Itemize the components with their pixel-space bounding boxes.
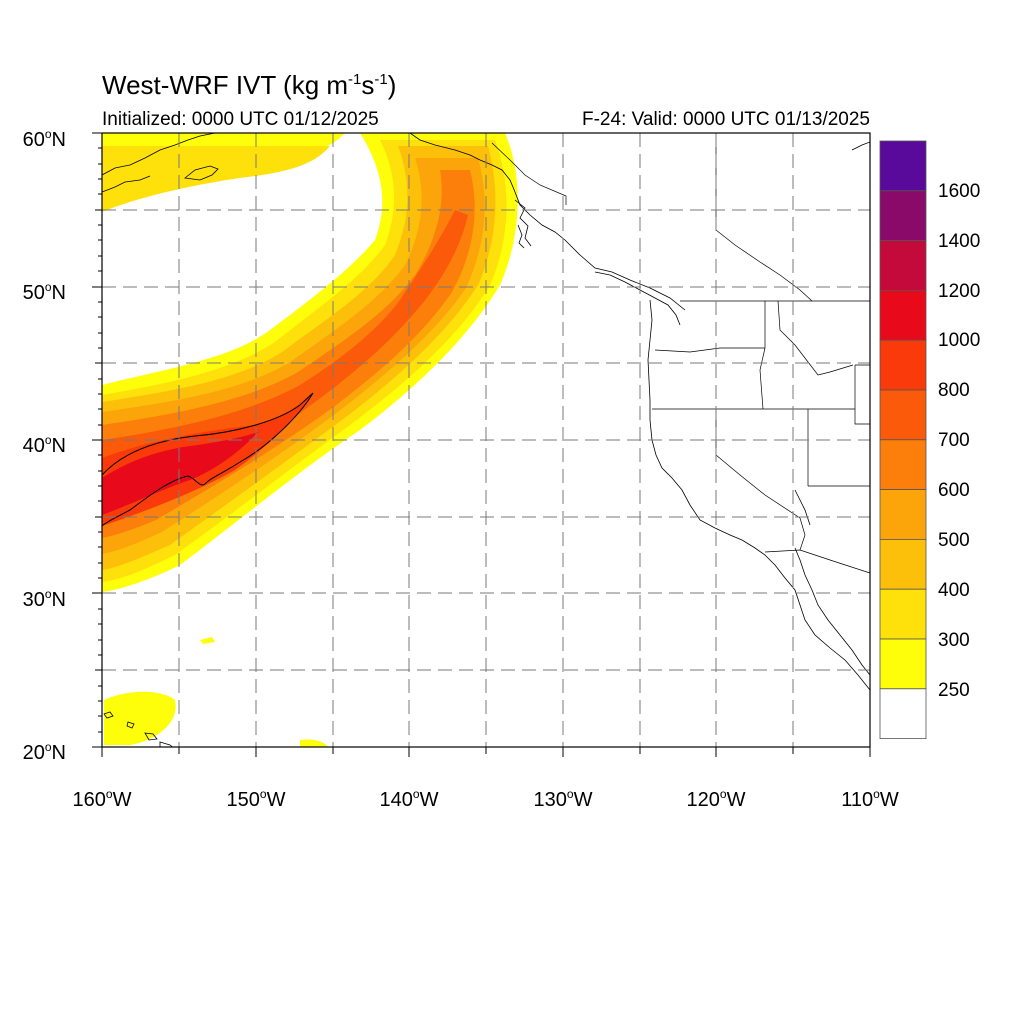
- border-canada-alaska: [491, 142, 567, 205]
- coast-alaska-southwest: [102, 133, 216, 176]
- initialized-time: Initialized: 0000 UTC 01/12/2025: [102, 109, 379, 130]
- lon-label-150: 150oW: [226, 787, 286, 811]
- border-or-idaho: [759, 347, 766, 410]
- colorbar-box: [879, 389, 927, 441]
- map-title: West-WRF IVT (kg m-1s-1): [102, 70, 397, 100]
- border-az-ca: [799, 517, 806, 551]
- valid-time: F-24: Valid: 0000 UTC 01/13/2025: [582, 109, 870, 130]
- colorbar: [879, 140, 927, 739]
- political-boundaries: [491, 133, 870, 574]
- colorbar-label: 400: [938, 580, 970, 601]
- colorbar-label: 300: [938, 630, 970, 651]
- ivt-band-1000: [102, 432, 258, 515]
- lat-label-30: 30oN: [22, 587, 66, 611]
- colorbar-label: 1200: [938, 281, 981, 302]
- colorbar-box: [879, 539, 927, 590]
- coast-hawaii-big: [159, 741, 174, 747]
- lon-label-160: 160oW: [72, 787, 132, 811]
- coast-baja-gulf: [794, 547, 870, 676]
- coast-southeast-alaska: [409, 133, 566, 241]
- colorbar-box: [879, 339, 927, 391]
- colorbar-box: [879, 688, 927, 739]
- ivt-shading: [102, 133, 518, 747]
- colorbar-label: 600: [938, 480, 970, 501]
- lat-label-60: 60oN: [22, 127, 66, 151]
- colorbar-box: [879, 489, 927, 540]
- lat-label-20: 20oN: [22, 740, 66, 764]
- lon-label-140: 140oW: [379, 787, 439, 811]
- coast-north-america-mainland: [794, 489, 811, 526]
- colorbar-label: 500: [938, 530, 970, 551]
- border-bc-alberta: [715, 133, 813, 302]
- ivt-band-250-south-patch2: [300, 739, 328, 747]
- border-wy: [854, 364, 870, 425]
- ivt-1000-contour: [102, 392, 314, 527]
- ivt-band-250-south-patch1: [104, 691, 176, 745]
- colorbar-box: [879, 588, 927, 640]
- coast-haida-gwaii: [517, 224, 525, 249]
- lat-label-40: 40oN: [22, 433, 66, 457]
- ivt-band-300-north: [102, 146, 330, 212]
- colorbar-box: [879, 140, 927, 192]
- colorbar-label: 1000: [938, 330, 981, 351]
- coast-hawaii-2: [126, 721, 135, 729]
- colorbar-label: 800: [938, 380, 970, 401]
- coast-hawaii-1: [103, 711, 114, 719]
- colorbar-box: [879, 190, 927, 242]
- lon-label-110: 110oW: [841, 787, 899, 811]
- coast-alaska-west: [102, 175, 151, 193]
- colorbar-box: [879, 289, 927, 341]
- colorbar-box: [879, 638, 927, 690]
- graticule: [102, 133, 870, 747]
- colorbar-label: 1600: [938, 181, 981, 202]
- ivt-band-250-south-patch3: [200, 637, 215, 644]
- colorbar-label: 250: [938, 680, 970, 701]
- grid-lon: [178, 133, 794, 747]
- coast-us-west: [647, 299, 870, 691]
- lon-label-120: 120oW: [686, 787, 746, 811]
- coast-hawaii-3: [144, 732, 158, 741]
- coast-bc-islands: [514, 199, 532, 247]
- lat-label-50: 50oN: [22, 280, 66, 304]
- border-wa-or: [654, 347, 765, 353]
- border-ca-nv-diag: [715, 409, 801, 519]
- map-ticks: [92, 132, 871, 757]
- coast-bc-mainland: [564, 239, 686, 311]
- colorbar-label: 700: [938, 430, 970, 451]
- coast-kodiak: [184, 165, 219, 181]
- colorbar-label: 1400: [938, 231, 981, 252]
- lon-label-130: 130oW: [533, 787, 593, 811]
- colorbar-box: [879, 439, 927, 490]
- coastlines: [102, 133, 870, 747]
- colorbar-box: [879, 240, 927, 291]
- coast-vancouver-island: [594, 271, 681, 326]
- border-us-mexico: [764, 549, 870, 574]
- coast-nw-corner: [851, 141, 870, 151]
- border-idaho-montana: [777, 300, 854, 376]
